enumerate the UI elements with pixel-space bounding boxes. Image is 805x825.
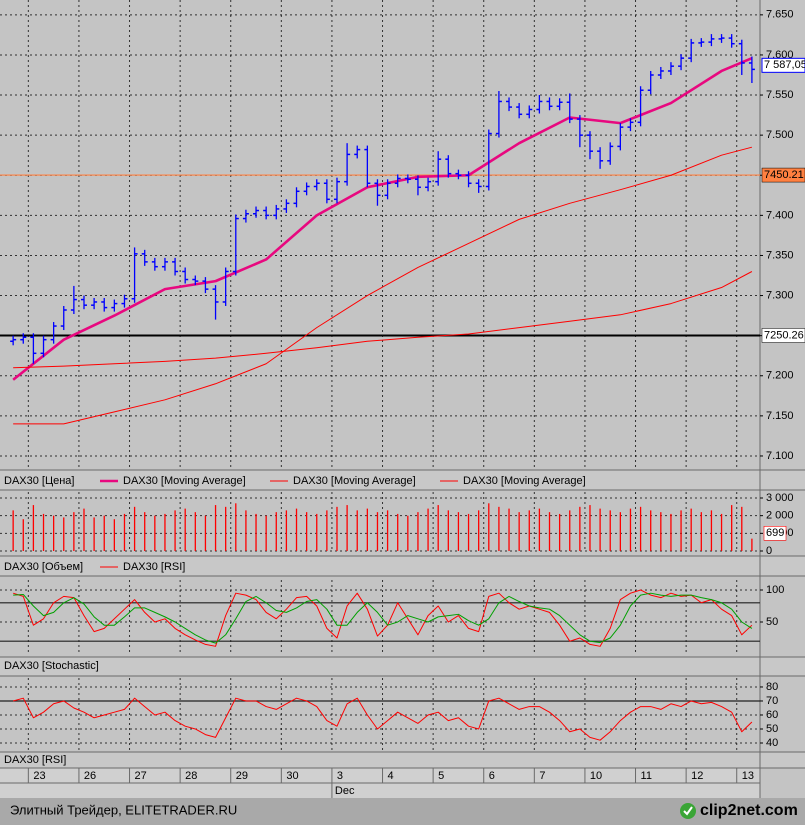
y-tick-label: 7.150	[766, 410, 794, 422]
legend-label: DAX30 [Stochastic]	[4, 660, 99, 672]
legend-label: DAX30 [Объем]	[4, 561, 83, 573]
y-tick-label: 7.350	[766, 249, 794, 261]
x-tick-label: 23	[33, 770, 45, 782]
indicator-line	[13, 697, 753, 741]
y-tick-label: 3 000	[766, 492, 794, 504]
y-tick-label: 50	[766, 723, 778, 735]
legend-row	[0, 657, 805, 676]
y-tick-label: 7.300	[766, 289, 794, 301]
footer-text: Элитный Трейдер, ELITETRADER.RU	[10, 802, 237, 817]
y-tick-label: 80	[766, 681, 778, 693]
y-tick-label: 50	[766, 616, 778, 628]
x-tick-label: 28	[185, 770, 197, 782]
x-tick-label: 12	[691, 770, 703, 782]
logo: clip2net.com	[700, 802, 798, 819]
legend-label: DAX30 [RSI]	[4, 754, 66, 766]
price-box	[761, 57, 805, 73]
x-tick-label: 6	[489, 770, 495, 782]
y-tick-label: 7.550	[766, 89, 794, 101]
x-tick-label: 3	[337, 770, 343, 782]
moving-average	[13, 146, 753, 425]
x-tick-label: 5	[438, 770, 444, 782]
y-tick-label: 70	[766, 695, 778, 707]
y-tick-label: 0	[766, 545, 772, 557]
legend-label: DAX30 [Цена]	[4, 475, 74, 487]
value-box-label: 699	[766, 527, 784, 539]
legend-label: DAX30 [Moving Average]	[463, 475, 586, 487]
price-box-label: 7450.21	[764, 169, 804, 181]
x-tick-sublabel: Dec	[335, 785, 355, 797]
price-box-label: 7250.26	[764, 329, 804, 341]
logo-icon	[683, 806, 693, 816]
price-box	[761, 167, 805, 183]
footer	[0, 798, 805, 825]
x-tick-label: 29	[236, 770, 248, 782]
moving-average	[13, 271, 753, 369]
y-tick-label: 7.650	[766, 9, 794, 21]
legend-row	[0, 556, 805, 576]
x-tick-label: 13	[742, 770, 754, 782]
legend-label: DAX30 [RSI]	[123, 561, 185, 573]
y-tick-label: 7.400	[766, 209, 794, 221]
y-tick-label: 60	[766, 709, 778, 721]
y-tick-label: 40	[766, 737, 778, 749]
y-tick-label: 7.100	[766, 450, 794, 462]
x-tick-label: 7	[539, 770, 545, 782]
price-box	[761, 328, 805, 343]
indicator-line	[13, 592, 753, 644]
legend-row	[0, 752, 805, 768]
y-tick-label: 2 000	[766, 510, 794, 522]
price-box-label: 7 587,05	[764, 59, 805, 71]
x-tick-label: 11	[641, 770, 652, 782]
y-tick-label: 100	[766, 584, 784, 596]
moving-average	[12, 56, 753, 381]
x-tick-label: 4	[388, 770, 394, 782]
y-tick-label: 7.200	[766, 370, 794, 382]
legend-label: DAX30 [Moving Average]	[293, 475, 416, 487]
x-tick-label: 27	[135, 770, 147, 782]
x-tick-label: 30	[286, 770, 298, 782]
y-tick-label: 7.500	[766, 129, 794, 141]
legend-label: DAX30 [Moving Average]	[123, 475, 246, 487]
indicator-line	[13, 589, 753, 647]
value-box	[763, 525, 787, 541]
x-tick-label: 26	[84, 770, 96, 782]
x-tick-label: 10	[590, 770, 602, 782]
legend-row	[0, 470, 805, 490]
